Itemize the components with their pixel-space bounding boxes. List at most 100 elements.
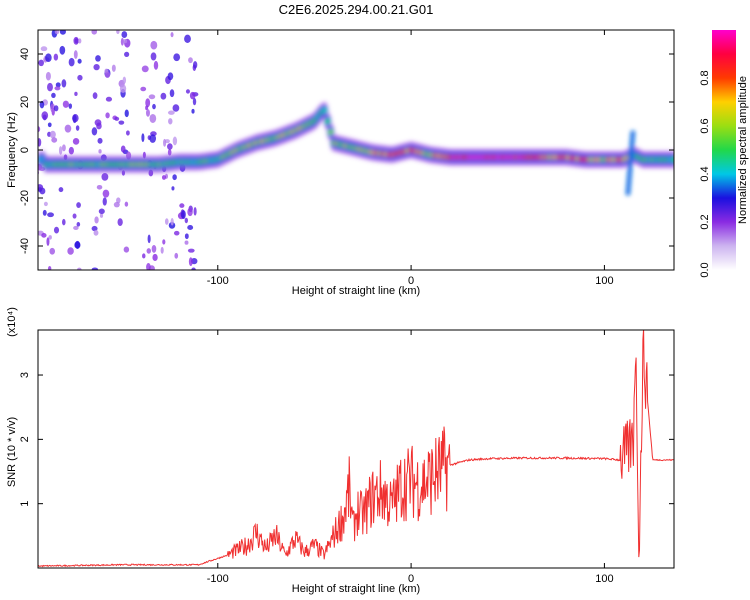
spectrogram-noise-cell — [48, 235, 52, 240]
spectrogram-noise-cell — [41, 233, 47, 238]
spectrogram-noise-cell — [104, 71, 111, 78]
spectrogram-y-axis-label: Frequency (Hz) — [6, 112, 18, 188]
spectrogram-noise-cell — [119, 84, 127, 93]
spectrogram-noise-cell — [171, 186, 175, 191]
spectrogram-noise-cell — [101, 172, 109, 181]
spectrogram-noise-cell — [47, 122, 52, 128]
spectrogram-noise-cell — [54, 86, 61, 91]
spectrogram-noise-cell — [75, 240, 81, 249]
spectrogram-noise-cell — [167, 143, 173, 150]
snr-frame — [37, 329, 675, 569]
spectrogram-noise-cell — [185, 89, 190, 94]
spectrogram-noise-cell — [142, 253, 146, 259]
spectrogram-noise-cell — [54, 30, 60, 35]
snr-series-line — [38, 330, 674, 568]
colorbar-label: Normalized spectral amplitude — [737, 76, 749, 224]
spectrogram-noise-cell — [59, 30, 66, 35]
y-tick-label: -40 — [19, 238, 31, 254]
spectrogram-noise-cell — [47, 265, 52, 270]
spectrogram-noise-cell — [67, 247, 74, 255]
spectrogram-noise-cell — [72, 114, 77, 124]
spectrogram-noise-cell — [141, 65, 149, 73]
spectrogram-noise-cell — [174, 252, 179, 259]
ridge-spike — [630, 130, 636, 136]
spectrogram-noise-cell — [74, 91, 78, 97]
spectrogram-noise-cell — [148, 94, 156, 100]
spectrogram-noise-cell — [191, 108, 195, 114]
spectrogram-noise-cell — [96, 184, 103, 190]
spectrogram-noise-cell — [160, 92, 167, 100]
spectrogram-noise-cell — [146, 248, 152, 254]
spectrogram-noise-cell — [141, 133, 145, 143]
spectrogram-noise-cell — [45, 71, 51, 81]
spectrogram-noise-cell — [53, 105, 59, 112]
spectrogram-heatmap — [38, 30, 674, 270]
spectrogram-noise-cell — [45, 53, 52, 62]
x-tick-label: 100 — [595, 573, 613, 585]
spectrogram-noise-cell — [98, 149, 102, 154]
spectrogram-noise-cell — [189, 91, 196, 100]
spectrogram-noise-cell — [117, 218, 123, 226]
colorbar-tick-label: 0.0 — [699, 262, 711, 277]
spectrogram-noise-cell — [184, 240, 189, 245]
spectrogram-noise-cell — [99, 213, 104, 218]
y-tick-label: 40 — [19, 48, 31, 60]
spectrogram-noise-cell — [167, 110, 175, 115]
spectrogram-noise-cell — [169, 89, 175, 98]
spectrogram-noise-cell — [149, 134, 157, 143]
spectrogram-noise-cell — [77, 58, 82, 64]
snr-ticks: -100 0 100 1 2 3 — [19, 330, 674, 585]
x-tick-label: 100 — [595, 275, 613, 287]
spectrogram-noise-cell — [124, 109, 129, 118]
spectrogram-noise-cell — [77, 267, 82, 270]
ridge-core — [324, 118, 331, 125]
y-tick-label: 20 — [19, 96, 31, 108]
spectrogram-noise-cell — [124, 201, 129, 207]
spectrogram-noise-cell — [38, 126, 41, 133]
spectrogram-ticks: -100 0 100 -40 -20 0 20 40 — [19, 30, 674, 287]
spectrogram-noise-cell — [123, 246, 130, 253]
spectrogram-noise-cell — [94, 216, 99, 224]
spectrogram-noise-cell — [193, 207, 197, 216]
colorbar-tick-label: 0.2 — [699, 214, 711, 229]
spectrogram-ridge — [38, 101, 674, 196]
spectrogram-noise-cell — [47, 82, 53, 92]
spectrogram-noise-cell — [184, 233, 189, 240]
spectrogram-noise-cell — [145, 98, 151, 108]
spectrogram-noise-cell — [53, 226, 60, 234]
spectrogram-noise-cell — [172, 136, 178, 146]
y-tick-label: 3 — [19, 372, 31, 378]
spectrogram-noise-cell — [61, 79, 67, 88]
spectrogram-noise-cell — [102, 197, 107, 206]
spectrogram-noise-cell — [58, 187, 64, 193]
colorbar-tick-label: 0.8 — [699, 70, 711, 85]
spectrogram-noise-cell — [76, 202, 81, 209]
spectrogram-noise-cell — [91, 225, 98, 232]
spectrogram-noise-cell — [170, 32, 174, 38]
spectrogram-noise-cell — [168, 118, 173, 125]
spectrogram-noise-cell — [173, 53, 181, 62]
spectrogram-noise-cell — [91, 267, 99, 270]
colorbar-tick-label: 0.4 — [699, 166, 711, 181]
chart-title: C2E6.2025.294.00.21.G01 — [279, 2, 434, 17]
snr-x-axis-label: Height of straight line (km) — [292, 583, 420, 595]
spectrogram-noise-cell — [187, 207, 193, 217]
spectrogram-noise-cell — [73, 225, 79, 230]
spectrogram-x-axis-label: Height of straight line (km) — [292, 285, 420, 297]
y-tick-label: 1 — [19, 501, 31, 507]
colorbar-tick-label: 0.6 — [699, 118, 711, 133]
spectrogram-noise-cell — [123, 39, 128, 44]
spectrogram-noise-cell — [72, 213, 77, 219]
spectrogram-noise-cell — [47, 212, 54, 218]
spectrogram-noise-cell — [191, 267, 196, 270]
spectrogram-noise-cell — [164, 218, 169, 225]
spectrogram-noise-cell — [102, 189, 110, 198]
y-tick-label: 2 — [19, 436, 31, 442]
spectrogram-noise-cell — [150, 52, 157, 61]
spectrogram-noise-cell — [62, 100, 69, 108]
spectrogram-noise-cell — [68, 57, 75, 67]
spectrogram-noise-cell — [146, 263, 151, 270]
spectrogram-noise-cell — [181, 210, 186, 220]
spectrogram-noise-cell — [188, 57, 193, 64]
spectrogram-noise-cell — [72, 137, 80, 145]
